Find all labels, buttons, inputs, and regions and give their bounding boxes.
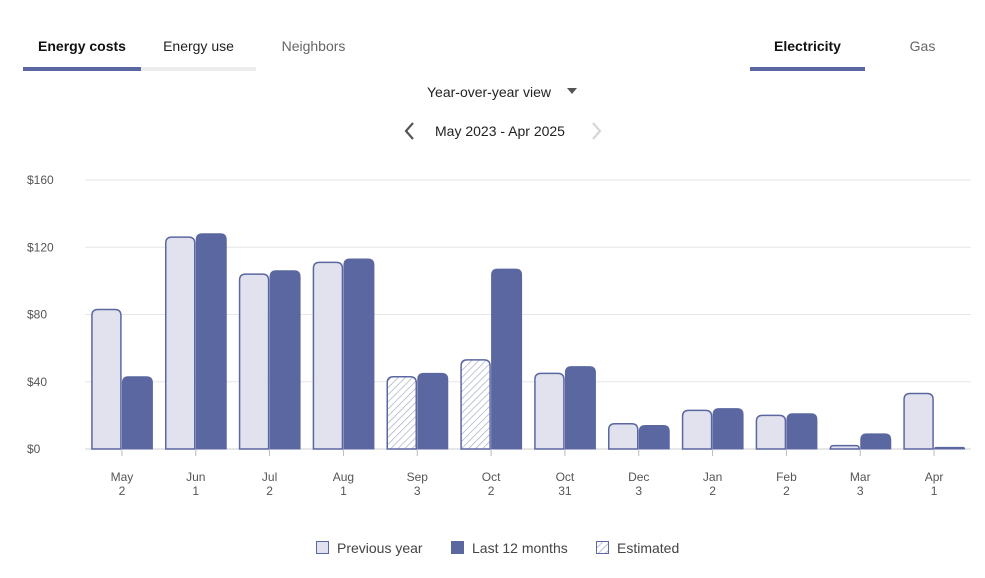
tab-energy-costs[interactable]: Energy costs: [38, 38, 126, 54]
bar-previous-year[interactable]: [534, 372, 565, 450]
x-tick-label: Apr: [925, 470, 944, 484]
y-tick-label: $0: [27, 442, 41, 456]
bar-previous-year[interactable]: [681, 409, 713, 450]
bar-previous-year[interactable]: [903, 392, 934, 450]
bar-last-12-months[interactable]: [786, 413, 818, 450]
x-tick-label: Feb: [776, 470, 797, 484]
tab-neighbors[interactable]: Neighbors: [281, 38, 346, 54]
bar-last-12-months[interactable]: [195, 233, 227, 450]
legend-swatch-previous: [316, 541, 329, 554]
x-tick-sublabel: 3: [857, 484, 864, 498]
x-tick-sublabel: 3: [635, 484, 642, 498]
date-range-label: May 2023 - Apr 2025: [435, 123, 565, 139]
x-tick-label: May: [111, 470, 134, 484]
bar-previous-year[interactable]: [91, 308, 122, 450]
tab-electricity[interactable]: Electricity: [774, 38, 841, 54]
bar-previous-year[interactable]: [829, 444, 861, 450]
bar-last-12-months[interactable]: [638, 424, 670, 450]
bar-previous-year[interactable]: [386, 375, 417, 450]
legend-swatch-current: [451, 541, 464, 554]
energy-cost-chart: $0$40$80$120$160May2Jun1Jul2Aug1Sep3Oct2…: [27, 173, 971, 498]
bar-last-12-months[interactable]: [712, 408, 744, 450]
bar-previous-year[interactable]: [608, 423, 639, 450]
x-tick-sublabel: 2: [783, 484, 790, 498]
x-tick-label: Mar: [850, 470, 871, 484]
bar-last-12-months[interactable]: [121, 376, 153, 450]
bar-last-12-months[interactable]: [417, 372, 449, 450]
caret-down-icon[interactable]: [567, 88, 577, 94]
y-tick-label: $80: [27, 308, 47, 322]
x-tick-sublabel: 2: [266, 484, 273, 498]
x-tick-label: Oct: [556, 470, 575, 484]
tab-active-indicator-right: [750, 67, 865, 71]
x-tick-label: Oct: [482, 470, 501, 484]
bar-last-12-months[interactable]: [934, 446, 966, 450]
tab-gas[interactable]: Gas: [909, 38, 936, 54]
legend-swatch-estimated: [596, 541, 609, 554]
x-tick-label: Jan: [703, 470, 722, 484]
x-tick-sublabel: 31: [558, 484, 572, 498]
x-tick-sublabel: 2: [488, 484, 495, 498]
bar-last-12-months[interactable]: [343, 258, 375, 450]
legend-label-current: Last 12 months: [472, 540, 568, 556]
x-tick-sublabel: 3: [414, 484, 421, 498]
bar-last-12-months[interactable]: [860, 433, 892, 450]
bar-previous-year[interactable]: [755, 414, 787, 450]
tab-energy-use[interactable]: Energy use: [163, 38, 234, 54]
bar-previous-year[interactable]: [460, 359, 491, 450]
x-tick-label: Sep: [407, 470, 429, 484]
y-tick-label: $40: [27, 375, 47, 389]
legend-label-estimated: Estimated: [617, 540, 680, 556]
x-tick-label: Dec: [628, 470, 649, 484]
x-tick-label: Aug: [333, 470, 354, 484]
view-select[interactable]: Year-over-year view: [427, 84, 551, 100]
chevron-left-icon[interactable]: [401, 119, 419, 143]
x-tick-label: Jun: [186, 470, 205, 484]
x-tick-sublabel: 1: [340, 484, 347, 498]
bar-previous-year[interactable]: [238, 273, 270, 450]
y-tick-label: $160: [27, 173, 54, 187]
x-tick-label: Jul: [262, 470, 277, 484]
bar-previous-year[interactable]: [312, 261, 344, 450]
tab-active-indicator-left: [23, 67, 141, 71]
bar-last-12-months[interactable]: [564, 366, 596, 450]
legend-label-previous: Previous year: [337, 540, 423, 556]
bar-last-12-months[interactable]: [491, 268, 523, 450]
x-tick-sublabel: 2: [119, 484, 126, 498]
chevron-right-icon: [592, 122, 602, 140]
x-tick-sublabel: 1: [931, 484, 938, 498]
x-tick-sublabel: 1: [192, 484, 199, 498]
y-tick-label: $120: [27, 240, 54, 254]
bar-last-12-months[interactable]: [269, 270, 301, 450]
x-tick-sublabel: 2: [709, 484, 716, 498]
bar-previous-year[interactable]: [165, 236, 196, 450]
